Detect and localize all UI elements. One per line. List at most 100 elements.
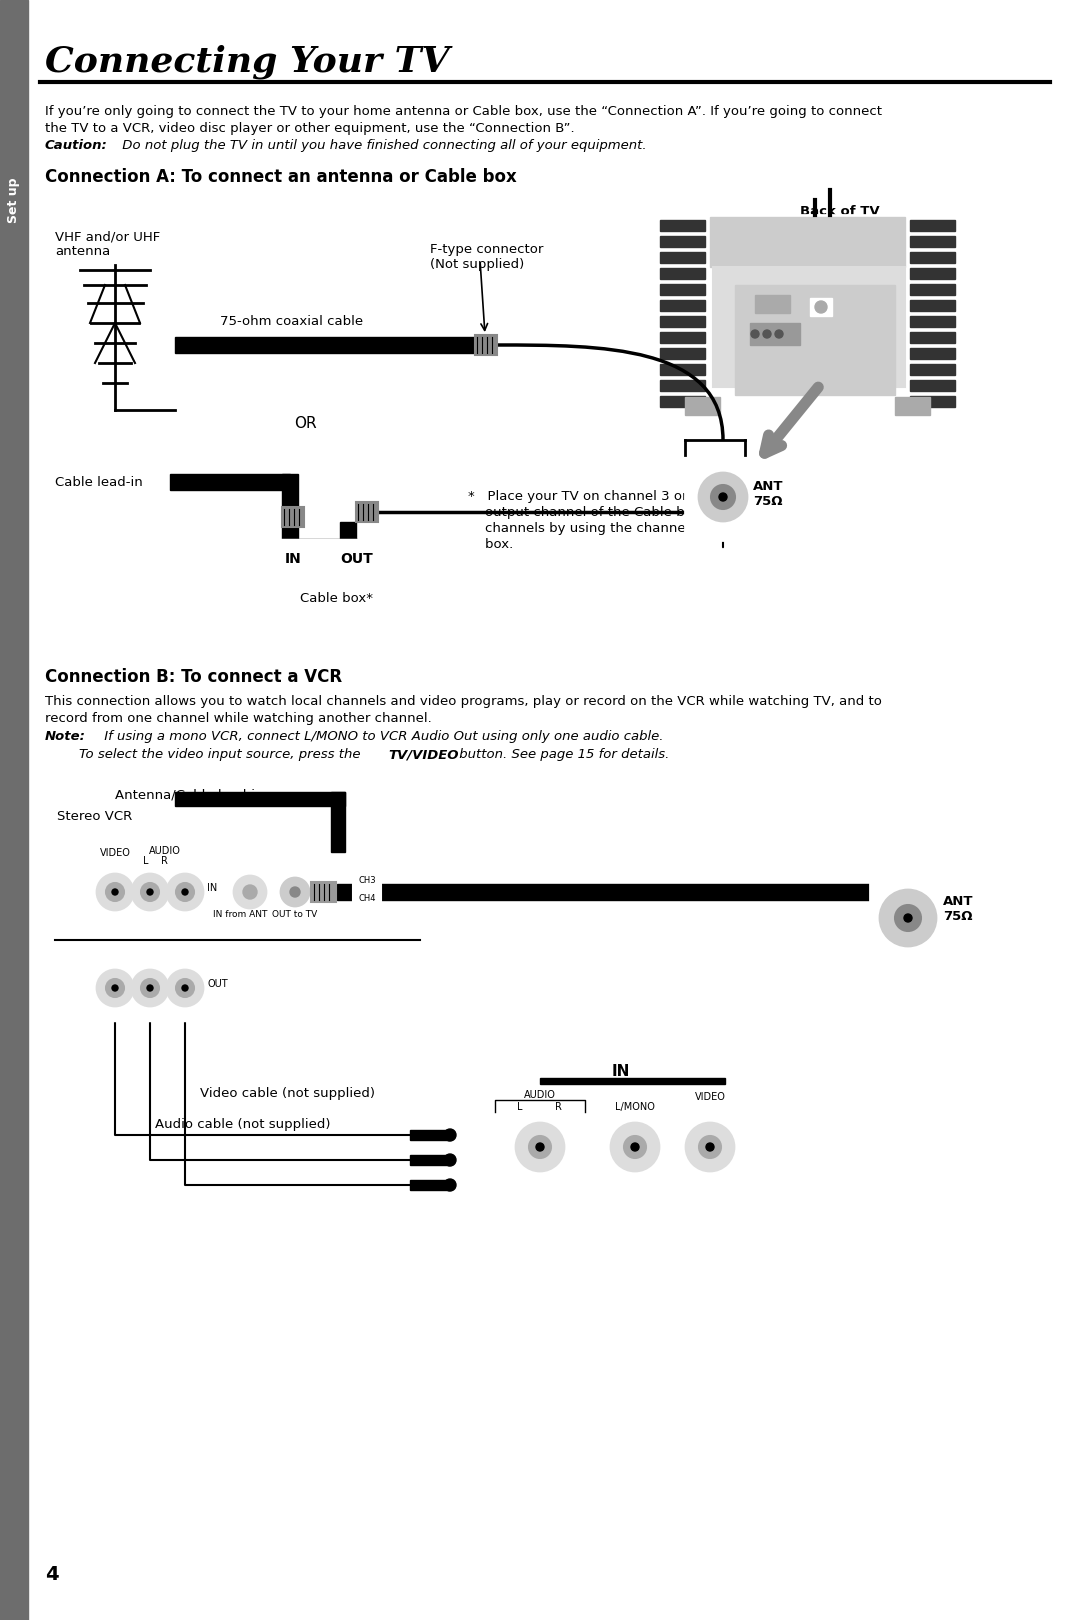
Circle shape (106, 978, 124, 996)
Text: output channel of the Cable box, then select: output channel of the Cable box, then se… (468, 505, 783, 518)
Text: L    R: L R (143, 855, 167, 867)
Circle shape (132, 970, 168, 1006)
Circle shape (516, 1123, 564, 1171)
Bar (750, 322, 800, 345)
Text: channels by using the channel keys of the Cable: channels by using the channel keys of th… (468, 522, 809, 535)
Circle shape (536, 1144, 544, 1150)
Bar (870, 860, 1015, 970)
Circle shape (106, 883, 124, 901)
Bar (356, 502, 378, 522)
Circle shape (147, 889, 153, 894)
Text: Stereo VCR: Stereo VCR (57, 810, 132, 823)
Bar (175, 337, 475, 353)
Bar (282, 507, 303, 526)
Bar (660, 348, 705, 360)
Bar (282, 539, 357, 556)
Bar (475, 335, 497, 355)
Text: IN: IN (285, 552, 301, 565)
Circle shape (751, 330, 759, 339)
Bar (710, 217, 905, 267)
Circle shape (699, 1136, 721, 1158)
Bar (55, 841, 420, 1021)
Bar (265, 539, 410, 629)
Circle shape (281, 878, 309, 906)
Bar (910, 237, 955, 246)
Circle shape (624, 1136, 646, 1158)
Circle shape (234, 876, 266, 907)
Text: Back of TV: Back of TV (800, 206, 880, 219)
Circle shape (243, 885, 257, 899)
Circle shape (762, 330, 771, 339)
Circle shape (112, 889, 118, 894)
Bar (660, 316, 705, 327)
Bar (337, 885, 875, 901)
Text: *   Place your TV on channel 3 or 4 to match the: * Place your TV on channel 3 or 4 to mat… (468, 489, 791, 502)
Circle shape (719, 492, 727, 501)
Text: Cable lead-in: Cable lead-in (55, 476, 143, 489)
Circle shape (444, 1129, 456, 1140)
Text: L: L (517, 1102, 523, 1111)
Text: record from one channel while watching another channel.: record from one channel while watching a… (45, 713, 432, 726)
Text: OR: OR (294, 415, 316, 431)
Text: ANT
75Ω: ANT 75Ω (753, 480, 783, 509)
Circle shape (141, 978, 159, 996)
Bar (685, 455, 885, 539)
Text: IN: IN (207, 883, 217, 893)
Bar (170, 475, 291, 489)
Text: Antenna/Cable lead-in: Antenna/Cable lead-in (114, 787, 264, 800)
Bar (660, 381, 705, 390)
Circle shape (775, 330, 783, 339)
Text: F-type connector
(Not supplied): F-type connector (Not supplied) (430, 243, 543, 271)
Bar (685, 397, 720, 415)
Bar (410, 1179, 450, 1191)
Text: VHF and/or UHF
antenna: VHF and/or UHF antenna (55, 230, 160, 258)
Text: To select the video input source, press the: To select the video input source, press … (45, 748, 365, 761)
Circle shape (183, 889, 188, 894)
Bar (910, 395, 955, 407)
Text: CH3: CH3 (359, 876, 376, 885)
Bar (660, 300, 705, 311)
Text: box.: box. (468, 538, 513, 551)
Bar (0, 0, 28, 1620)
Bar (311, 881, 336, 902)
Text: button. See page 15 for details.: button. See page 15 for details. (455, 748, 670, 761)
Circle shape (97, 970, 133, 1006)
Bar (540, 1077, 725, 1084)
Circle shape (444, 1179, 456, 1191)
Bar (282, 475, 298, 539)
Circle shape (904, 914, 912, 922)
Text: Connection A: To connect an antenna or Cable box: Connection A: To connect an antenna or C… (45, 168, 516, 186)
Circle shape (97, 875, 133, 910)
Bar (713, 267, 905, 387)
Bar (910, 364, 955, 374)
Text: L/MONO: L/MONO (616, 1102, 654, 1111)
Text: VIDEO: VIDEO (694, 1092, 726, 1102)
Text: R: R (554, 1102, 562, 1111)
Bar (910, 253, 955, 262)
Text: Connection B: To connect a VCR: Connection B: To connect a VCR (45, 667, 342, 685)
Bar (910, 220, 955, 232)
Bar (910, 381, 955, 390)
Bar (660, 284, 705, 295)
Bar (660, 267, 705, 279)
Bar (910, 332, 955, 343)
Text: Caution:: Caution: (45, 139, 108, 152)
Circle shape (176, 978, 194, 996)
Circle shape (141, 883, 159, 901)
Circle shape (686, 1123, 734, 1171)
Circle shape (176, 883, 194, 901)
Circle shape (183, 985, 188, 991)
Bar (910, 348, 955, 360)
Circle shape (711, 484, 735, 509)
Bar (330, 792, 345, 852)
Text: Video cable (not supplied): Video cable (not supplied) (200, 1087, 375, 1100)
Text: the TV to a VCR, video disc player or other equipment, use the “Connection B”.: the TV to a VCR, video disc player or ot… (45, 122, 575, 134)
Bar (175, 792, 345, 807)
Text: CH4: CH4 (359, 894, 376, 902)
Circle shape (611, 1123, 659, 1171)
Bar (910, 316, 955, 327)
Text: 75-ohm coaxial cable: 75-ohm coaxial cable (220, 314, 363, 327)
Bar (735, 285, 895, 395)
Bar (810, 298, 832, 316)
Text: 4: 4 (45, 1565, 58, 1584)
